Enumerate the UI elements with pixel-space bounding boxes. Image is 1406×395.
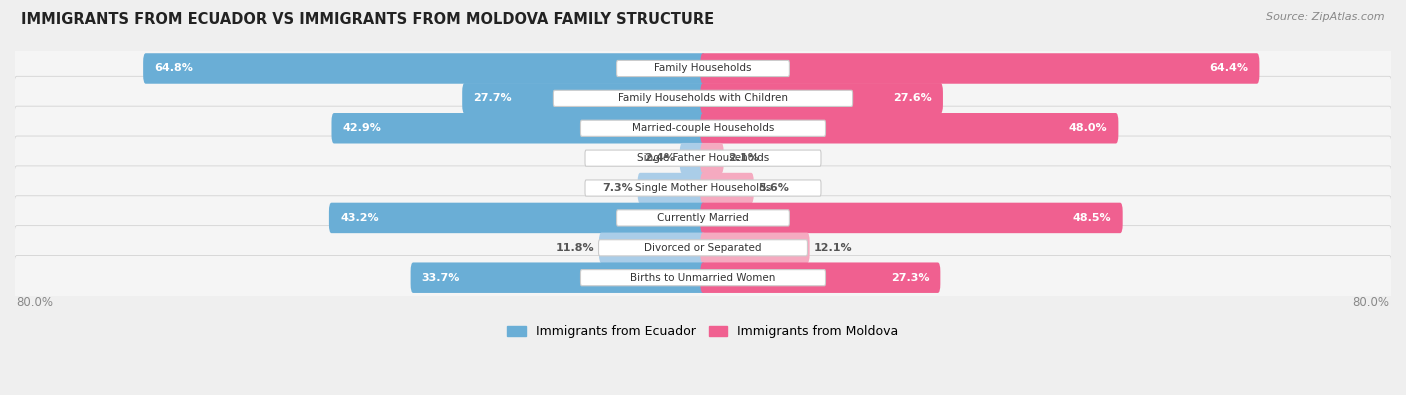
Text: 27.7%: 27.7% <box>474 93 512 103</box>
FancyBboxPatch shape <box>617 60 789 77</box>
FancyBboxPatch shape <box>411 262 706 293</box>
Text: Single Mother Households: Single Mother Households <box>636 183 770 193</box>
FancyBboxPatch shape <box>14 46 1392 90</box>
Text: 7.3%: 7.3% <box>603 183 633 193</box>
Text: 27.3%: 27.3% <box>890 273 929 283</box>
Text: Married-couple Households: Married-couple Households <box>631 123 775 133</box>
Text: 12.1%: 12.1% <box>814 243 852 253</box>
Text: Currently Married: Currently Married <box>657 213 749 223</box>
FancyBboxPatch shape <box>585 150 821 166</box>
Text: Source: ZipAtlas.com: Source: ZipAtlas.com <box>1267 12 1385 22</box>
Text: 43.2%: 43.2% <box>340 213 378 223</box>
FancyBboxPatch shape <box>332 113 706 143</box>
FancyBboxPatch shape <box>14 136 1392 180</box>
Text: 5.6%: 5.6% <box>758 183 789 193</box>
FancyBboxPatch shape <box>143 53 706 84</box>
Text: Births to Unmarried Women: Births to Unmarried Women <box>630 273 776 283</box>
Text: 64.8%: 64.8% <box>155 64 193 73</box>
FancyBboxPatch shape <box>700 203 1122 233</box>
FancyBboxPatch shape <box>14 256 1392 300</box>
FancyBboxPatch shape <box>14 196 1392 240</box>
Text: Family Households: Family Households <box>654 64 752 73</box>
FancyBboxPatch shape <box>700 83 943 114</box>
FancyBboxPatch shape <box>679 143 706 173</box>
Text: IMMIGRANTS FROM ECUADOR VS IMMIGRANTS FROM MOLDOVA FAMILY STRUCTURE: IMMIGRANTS FROM ECUADOR VS IMMIGRANTS FR… <box>21 12 714 27</box>
FancyBboxPatch shape <box>700 262 941 293</box>
FancyBboxPatch shape <box>463 83 706 114</box>
FancyBboxPatch shape <box>581 120 825 136</box>
Text: 11.8%: 11.8% <box>555 243 595 253</box>
FancyBboxPatch shape <box>329 203 706 233</box>
FancyBboxPatch shape <box>14 76 1392 120</box>
FancyBboxPatch shape <box>14 166 1392 210</box>
FancyBboxPatch shape <box>700 113 1118 143</box>
FancyBboxPatch shape <box>700 143 724 173</box>
Text: 2.1%: 2.1% <box>728 153 759 163</box>
Text: 2.4%: 2.4% <box>644 153 675 163</box>
FancyBboxPatch shape <box>599 240 807 256</box>
FancyBboxPatch shape <box>700 53 1260 84</box>
FancyBboxPatch shape <box>554 90 852 106</box>
Text: 64.4%: 64.4% <box>1209 64 1249 73</box>
Text: 27.6%: 27.6% <box>893 93 932 103</box>
Text: Single Father Households: Single Father Households <box>637 153 769 163</box>
FancyBboxPatch shape <box>638 173 706 203</box>
FancyBboxPatch shape <box>700 173 754 203</box>
Text: 33.7%: 33.7% <box>422 273 460 283</box>
FancyBboxPatch shape <box>617 210 789 226</box>
Text: 48.5%: 48.5% <box>1073 213 1112 223</box>
FancyBboxPatch shape <box>599 233 706 263</box>
FancyBboxPatch shape <box>14 106 1392 150</box>
Text: 48.0%: 48.0% <box>1069 123 1107 133</box>
FancyBboxPatch shape <box>14 226 1392 270</box>
Text: Divorced or Separated: Divorced or Separated <box>644 243 762 253</box>
FancyBboxPatch shape <box>585 180 821 196</box>
Text: 80.0%: 80.0% <box>17 295 53 308</box>
FancyBboxPatch shape <box>700 233 810 263</box>
FancyBboxPatch shape <box>581 270 825 286</box>
Text: Family Households with Children: Family Households with Children <box>619 93 787 103</box>
Text: 80.0%: 80.0% <box>1353 295 1389 308</box>
Text: 42.9%: 42.9% <box>343 123 381 133</box>
Legend: Immigrants from Ecuador, Immigrants from Moldova: Immigrants from Ecuador, Immigrants from… <box>502 320 904 343</box>
